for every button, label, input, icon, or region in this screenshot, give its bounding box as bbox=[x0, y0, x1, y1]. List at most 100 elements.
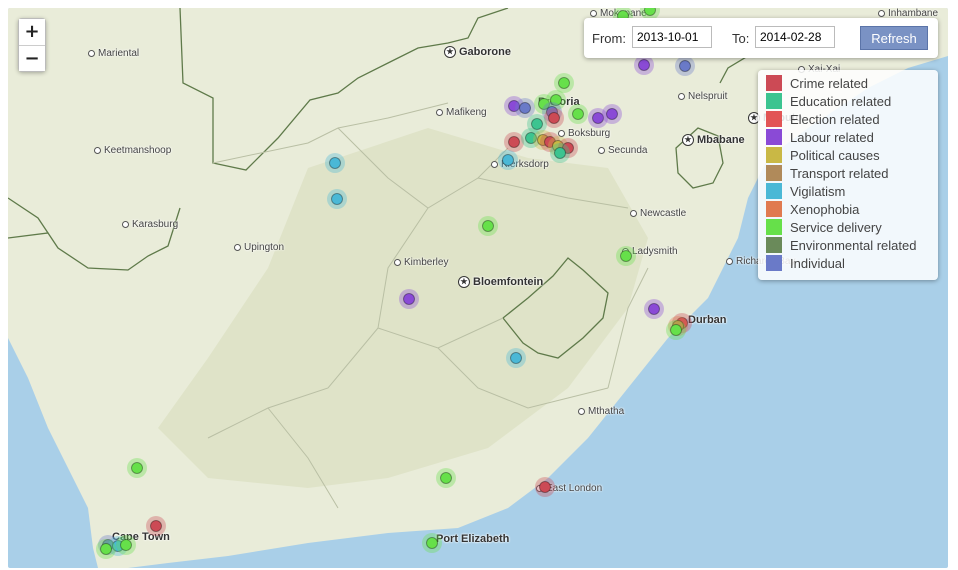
city-dot-icon bbox=[394, 258, 401, 266]
zoom-control: + − bbox=[18, 18, 46, 72]
event-marker[interactable] bbox=[327, 189, 347, 209]
event-marker[interactable] bbox=[554, 73, 574, 93]
map-view[interactable]: Mariental Keetmanshoop Karasburg Upington Ma… bbox=[8, 8, 948, 568]
event-marker[interactable] bbox=[546, 90, 566, 110]
event-marker[interactable] bbox=[504, 132, 524, 152]
legend-label: Vigilatism bbox=[790, 184, 846, 199]
place-label: Upington bbox=[234, 242, 284, 253]
event-marker[interactable] bbox=[634, 55, 654, 75]
legend-label: Crime related bbox=[790, 76, 869, 91]
place-label: Secunda bbox=[598, 145, 647, 156]
place-label: ★ Gaborone bbox=[444, 46, 511, 59]
legend-label: Service delivery bbox=[790, 220, 882, 235]
legend-swatch bbox=[766, 255, 782, 271]
zoom-out-button[interactable]: − bbox=[19, 45, 45, 71]
event-marker[interactable] bbox=[116, 535, 136, 555]
legend-item: Individual bbox=[766, 255, 930, 273]
legend-swatch bbox=[766, 111, 782, 127]
event-marker[interactable] bbox=[422, 533, 442, 553]
event-marker[interactable] bbox=[478, 216, 498, 236]
event-marker[interactable] bbox=[96, 539, 116, 559]
event-marker[interactable] bbox=[550, 143, 570, 163]
place-name: Gaborone bbox=[459, 46, 511, 58]
place-label: Nelspruit bbox=[678, 91, 727, 102]
refresh-button[interactable]: Refresh bbox=[860, 26, 928, 50]
city-dot-icon bbox=[678, 92, 685, 100]
legend-label: Individual bbox=[790, 256, 845, 271]
place-label: Mthatha bbox=[578, 406, 624, 417]
legend-swatch bbox=[766, 183, 782, 199]
event-marker[interactable] bbox=[146, 516, 166, 536]
legend-swatch bbox=[766, 75, 782, 91]
event-marker[interactable] bbox=[616, 246, 636, 266]
place-name: Mbabane bbox=[697, 134, 745, 146]
city-dot-icon bbox=[590, 9, 597, 17]
place-label: ★ Mbabane bbox=[682, 134, 745, 147]
to-date-input[interactable] bbox=[755, 26, 835, 48]
place-label: Mariental bbox=[88, 48, 139, 59]
place-name: Kimberley bbox=[404, 257, 449, 268]
city-dot-icon bbox=[234, 243, 241, 251]
event-marker[interactable] bbox=[498, 150, 518, 170]
event-marker[interactable] bbox=[534, 94, 554, 114]
legend-item: Vigilatism bbox=[766, 183, 930, 201]
capital-icon: ★ bbox=[444, 46, 456, 59]
place-label: Boksburg bbox=[558, 128, 610, 139]
place-label: Durban bbox=[688, 314, 727, 326]
legend-swatch bbox=[766, 219, 782, 235]
country-border bbox=[179, 8, 509, 171]
event-marker[interactable] bbox=[515, 98, 535, 118]
place-name: Xai-Xai bbox=[808, 64, 840, 75]
event-marker[interactable] bbox=[640, 8, 660, 20]
event-marker[interactable] bbox=[535, 477, 555, 497]
city-dot-icon bbox=[558, 129, 565, 137]
event-marker[interactable] bbox=[504, 96, 524, 116]
place-label: Karasburg bbox=[122, 219, 178, 230]
legend-label: Political causes bbox=[790, 148, 880, 163]
country-border bbox=[8, 207, 181, 271]
from-date-input[interactable] bbox=[632, 26, 712, 48]
legend-swatch bbox=[766, 237, 782, 253]
event-marker[interactable] bbox=[325, 153, 345, 173]
legend-swatch bbox=[766, 165, 782, 181]
event-marker[interactable] bbox=[399, 289, 419, 309]
event-marker[interactable] bbox=[527, 114, 547, 134]
event-marker[interactable] bbox=[666, 320, 686, 340]
basemap bbox=[8, 8, 948, 568]
capital-icon: ★ bbox=[458, 276, 470, 289]
event-marker[interactable] bbox=[127, 458, 147, 478]
zoom-in-button[interactable]: + bbox=[19, 19, 45, 45]
legend-label: Transport related bbox=[790, 166, 889, 181]
place-label: Keetmanshoop bbox=[94, 145, 171, 156]
legend-swatch bbox=[766, 129, 782, 145]
event-marker[interactable] bbox=[521, 128, 541, 148]
event-marker[interactable] bbox=[544, 108, 564, 128]
place-name: East London bbox=[546, 483, 603, 494]
event-marker[interactable] bbox=[644, 299, 664, 319]
legend-item: Service delivery bbox=[766, 219, 930, 237]
event-marker[interactable] bbox=[588, 108, 608, 128]
event-marker[interactable] bbox=[436, 468, 456, 488]
place-name: Durban bbox=[688, 314, 727, 326]
date-filter-panel: From: To: Refresh bbox=[584, 18, 938, 58]
place-label: Kimberley bbox=[394, 257, 448, 268]
event-marker[interactable] bbox=[506, 348, 526, 368]
place-name: Port Elizabeth bbox=[436, 533, 510, 545]
place-label: ★ Bloemfontein bbox=[458, 276, 543, 289]
place-name: Mthatha bbox=[588, 406, 625, 417]
legend-swatch bbox=[766, 201, 782, 217]
city-dot-icon bbox=[491, 160, 498, 168]
legend-swatch bbox=[766, 93, 782, 109]
event-marker[interactable] bbox=[568, 104, 588, 124]
place-label: Mafikeng bbox=[436, 107, 487, 118]
place-name: Secunda bbox=[608, 145, 648, 156]
city-dot-icon bbox=[88, 49, 95, 57]
city-dot-icon bbox=[630, 209, 637, 217]
legend-item: Political causes bbox=[766, 147, 930, 165]
place-name: Boksburg bbox=[568, 128, 611, 139]
event-marker[interactable] bbox=[675, 56, 695, 76]
province-border bbox=[207, 102, 649, 509]
legend-item: Xenophobia bbox=[766, 201, 930, 219]
legend-item: Crime related bbox=[766, 75, 930, 93]
event-marker[interactable] bbox=[602, 104, 622, 124]
